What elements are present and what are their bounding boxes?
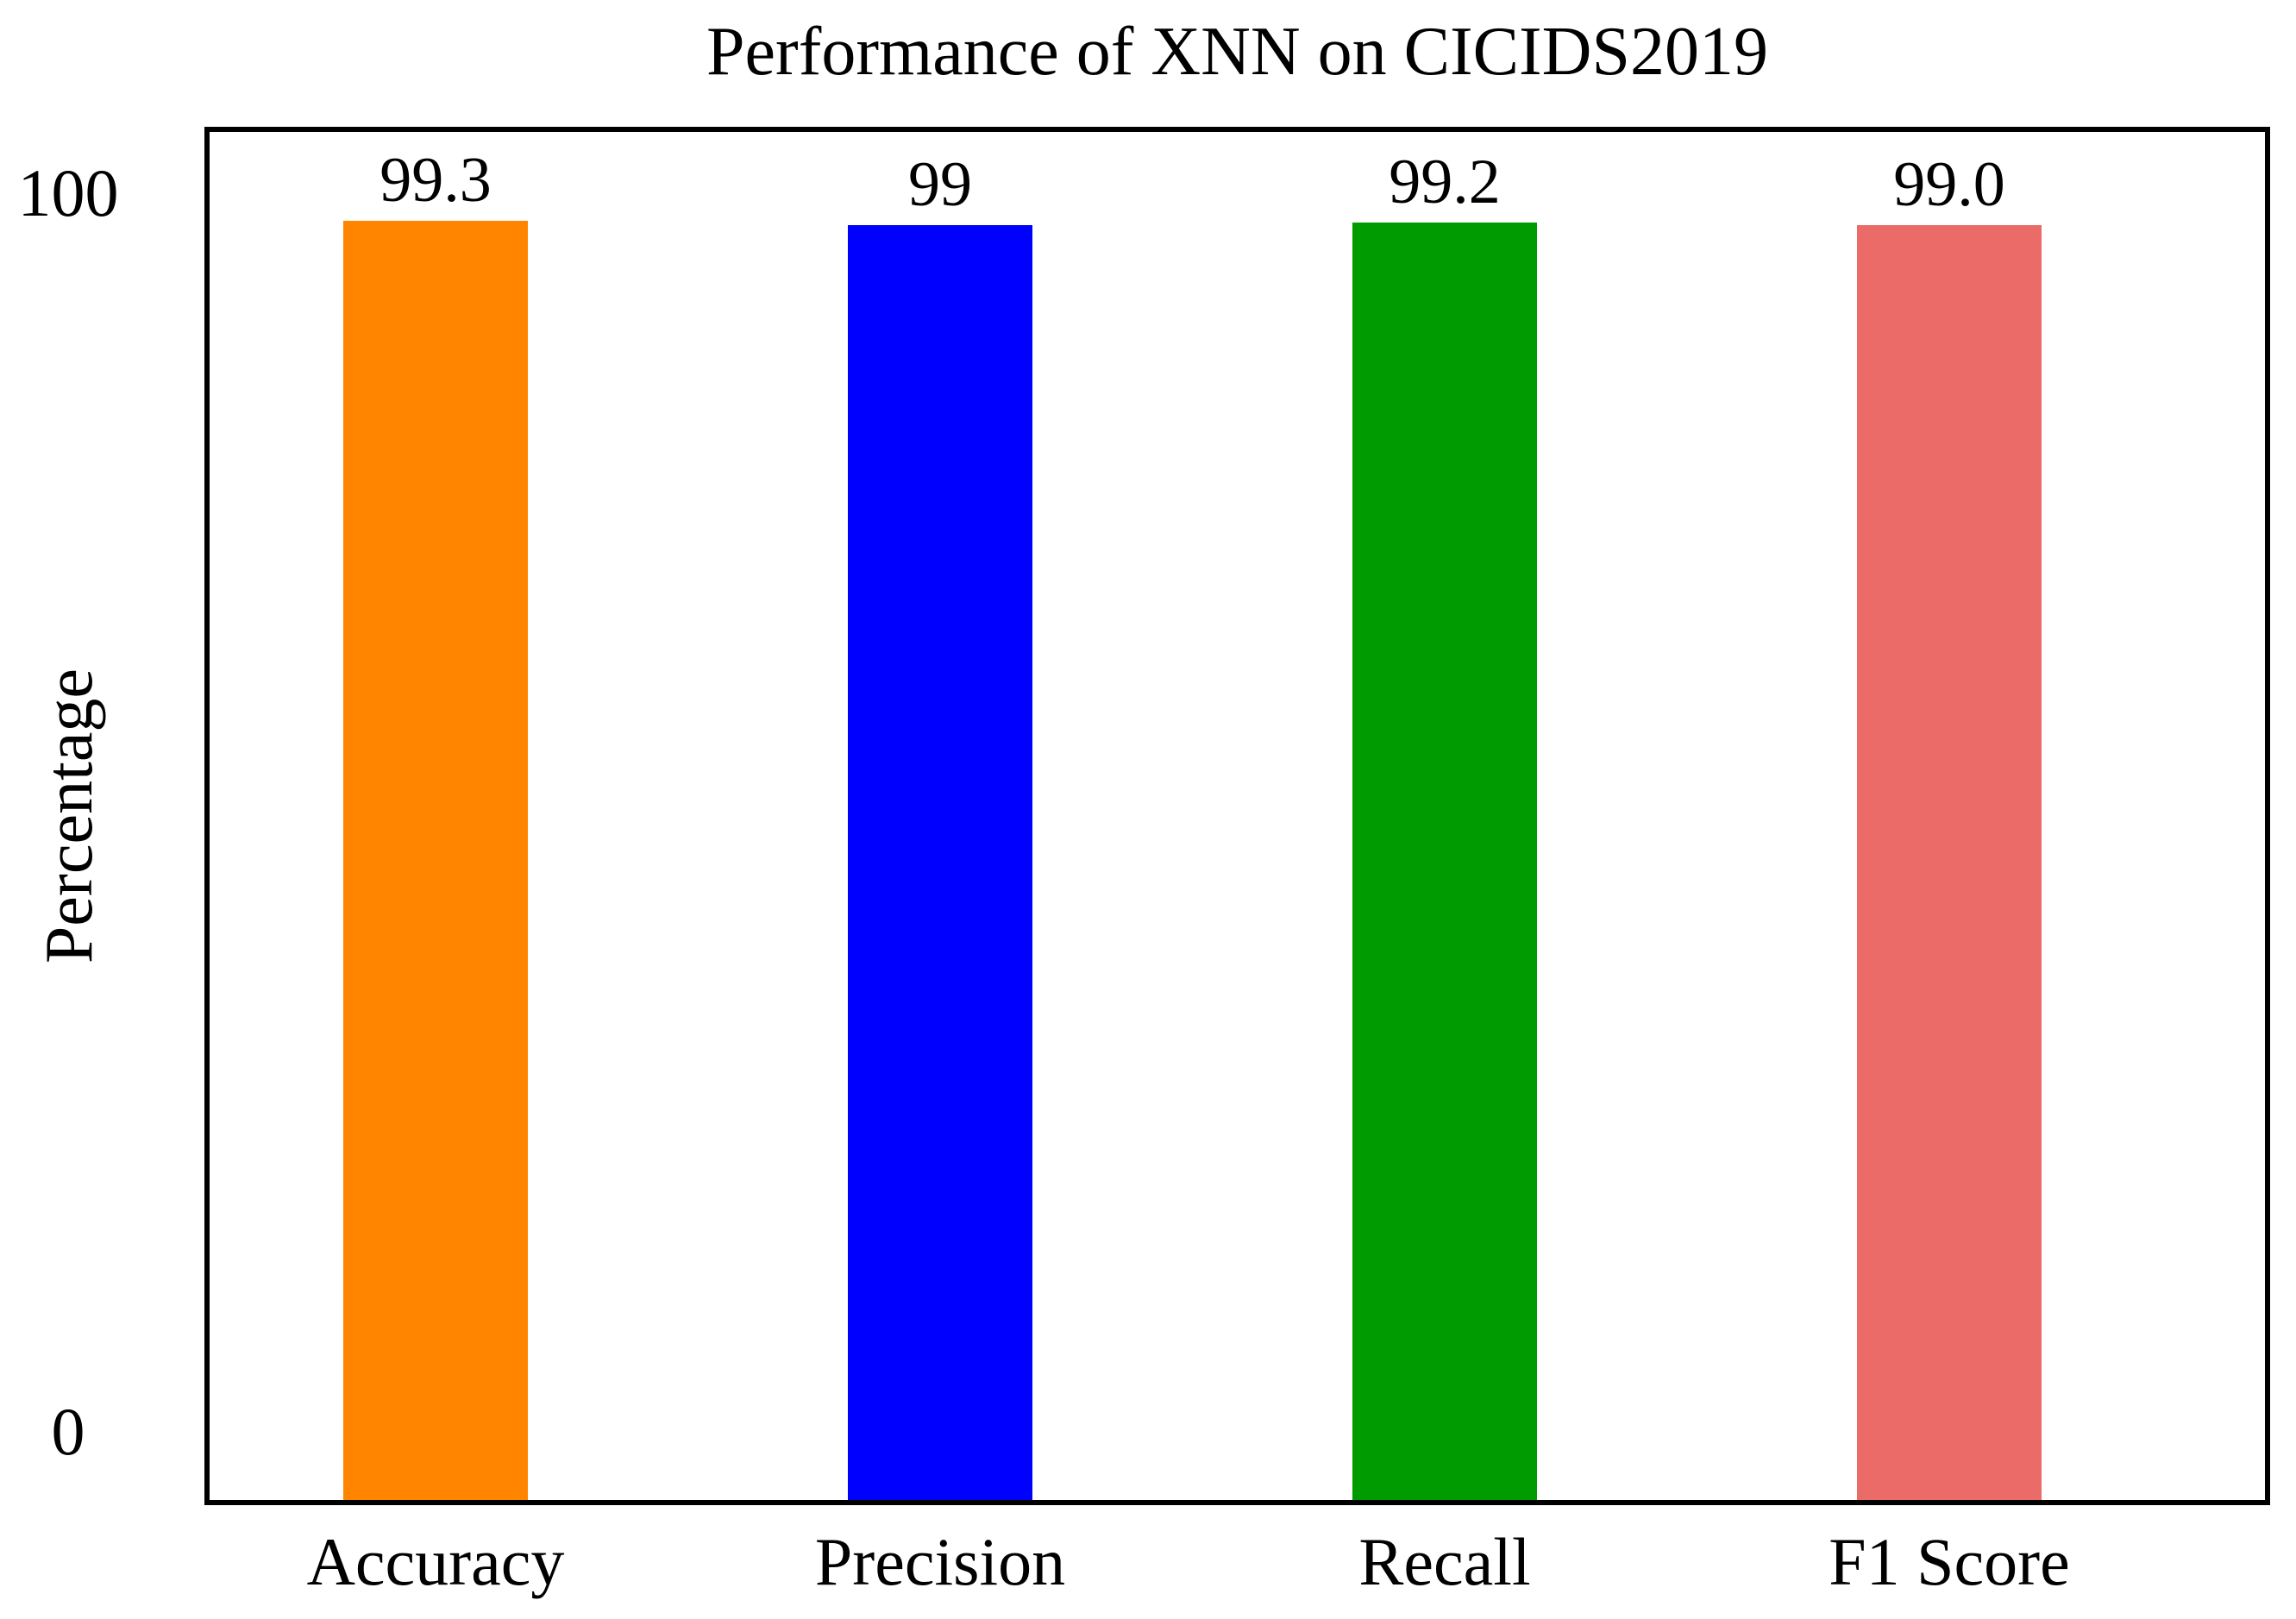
- bar-value-label-recall: 99.2: [1389, 147, 1501, 217]
- bar-f1-score: [1857, 225, 2042, 1500]
- x-tick-label-accuracy: Accuracy: [306, 1524, 565, 1599]
- y-axis-label: Percentage: [31, 668, 106, 964]
- x-tick-label-recall: Recall: [1358, 1524, 1531, 1599]
- bar-accuracy: [343, 221, 528, 1500]
- chart-title: Performance of XNN on CICIDS2019: [706, 14, 1768, 90]
- x-tick-label-f1-score: F1 Score: [1829, 1524, 2070, 1599]
- bar-precision: [848, 225, 1032, 1500]
- bar-value-label-accuracy: 99.3: [380, 145, 492, 216]
- bar-value-label-precision: 99: [908, 149, 972, 220]
- bar-recall: [1352, 223, 1537, 1500]
- plot-area: 99.3 99 99.2 99.0: [204, 127, 2270, 1505]
- y-tick-label-0: 0: [51, 1394, 85, 1469]
- bar-value-label-f1-score: 99.0: [1893, 149, 2005, 220]
- x-tick-label-precision: Precision: [814, 1524, 1066, 1599]
- y-tick-label-100: 100: [17, 155, 119, 230]
